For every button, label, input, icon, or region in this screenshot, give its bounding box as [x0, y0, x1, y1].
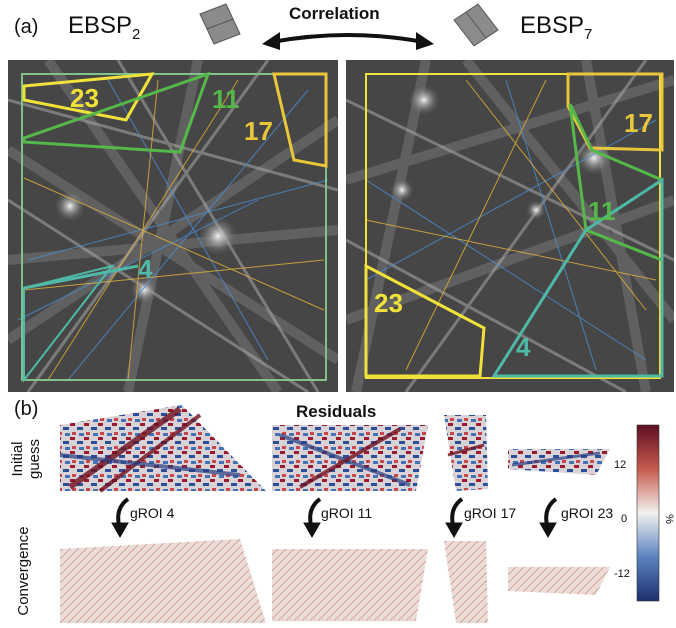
- ebsp2-title: EBSP2: [68, 12, 141, 43]
- left-region-23: [22, 72, 155, 122]
- converged-groi-17: [444, 541, 488, 623]
- initial-groi-11: [272, 425, 428, 491]
- colorbar-tick-bottom: -12: [614, 568, 630, 580]
- left-region-4: [23, 264, 115, 383]
- initial-groi-4: [59, 405, 266, 493]
- colorbar-tick-mid: 0: [621, 513, 628, 525]
- panel-a-label: (a): [14, 16, 39, 38]
- converged-groi-23: [508, 567, 610, 595]
- ebsp7-title-text: EBSP: [520, 12, 585, 39]
- groi-label-23: gROI 23: [561, 505, 614, 521]
- left-region-17: [272, 72, 328, 168]
- left-label-11: 11: [212, 84, 240, 114]
- ebsp2-subscript: 2: [132, 26, 141, 43]
- right-detector-icon: [453, 3, 499, 47]
- left-detector-icon: [199, 3, 241, 45]
- ebsp7-subscript: 7: [584, 26, 593, 43]
- colorbar-unit: %: [662, 514, 675, 524]
- initial-groi-17: [444, 415, 488, 491]
- panel-b-label: (b): [14, 398, 39, 420]
- groi-label-4: gROI 4: [130, 505, 175, 521]
- left-label-17: 17: [244, 116, 273, 146]
- ebsp7-title: EBSP7: [520, 12, 593, 43]
- colorbar: [636, 424, 660, 602]
- header-graphics: [199, 3, 499, 50]
- right-label-17: 17: [624, 108, 653, 138]
- groi-label-11: gROI 11: [321, 505, 373, 521]
- ebsp7-pattern: 17 11 23 4: [346, 60, 674, 392]
- right-label-11: 11: [588, 196, 616, 226]
- arrow-groi-11-head-icon: [303, 522, 321, 539]
- correlation-label: Correlation: [289, 4, 380, 23]
- right-label-4: 4: [516, 332, 531, 362]
- arrow-groi-4-head-icon: [111, 522, 129, 539]
- converged-groi-4: [60, 539, 266, 623]
- colorbar-tick-top: 12: [614, 459, 627, 471]
- correlation-arrow-icon: [262, 32, 434, 50]
- arrow-groi-23-head-icon: [539, 522, 557, 539]
- groi-label-17: gROI 17: [464, 505, 517, 521]
- right-region-23: [364, 263, 486, 378]
- residual-maps: [59, 405, 660, 623]
- left-region-11: [22, 71, 211, 154]
- initial-groi-23: [508, 449, 610, 475]
- residuals-title: Residuals: [296, 402, 377, 421]
- left-label-23: 23: [70, 83, 99, 113]
- ebsp2-pattern: 23 11 17 4: [8, 60, 338, 392]
- converged-groi-11: [272, 549, 428, 621]
- right-region-17: [566, 72, 664, 152]
- arrow-groi-17-head-icon: [445, 522, 463, 539]
- right-label-23: 23: [374, 288, 403, 318]
- right-region-4: [491, 177, 664, 378]
- ebsp2-title-text: EBSP: [68, 12, 133, 39]
- left-label-4: 4: [138, 254, 153, 284]
